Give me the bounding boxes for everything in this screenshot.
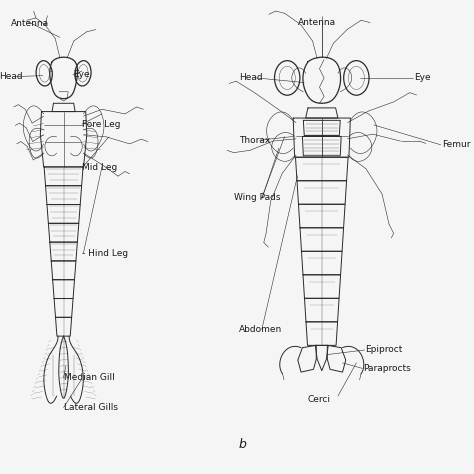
Text: Fore Leg: Fore Leg [82, 119, 120, 128]
Text: Thorax: Thorax [239, 136, 270, 145]
Text: Lateral Gills: Lateral Gills [64, 403, 118, 412]
Text: Antenna: Antenna [298, 18, 336, 27]
Text: Head: Head [239, 73, 263, 82]
Text: b: b [239, 438, 246, 451]
Text: Median Gill: Median Gill [64, 373, 114, 382]
Text: - Hind Leg: - Hind Leg [82, 249, 128, 258]
Text: Epiproct: Epiproct [365, 346, 403, 355]
Text: Eye: Eye [73, 70, 90, 79]
Text: Antenna: Antenna [10, 19, 49, 28]
Text: Eye: Eye [414, 73, 430, 82]
Text: Head: Head [0, 72, 23, 81]
Text: Femur: Femur [442, 140, 470, 149]
Text: Abdomen: Abdomen [239, 325, 282, 334]
Text: Mid Leg: Mid Leg [82, 164, 117, 173]
Text: Paraprocts: Paraprocts [363, 364, 411, 373]
Text: Wing Pads: Wing Pads [234, 193, 281, 202]
Text: Cerci: Cerci [308, 395, 331, 404]
